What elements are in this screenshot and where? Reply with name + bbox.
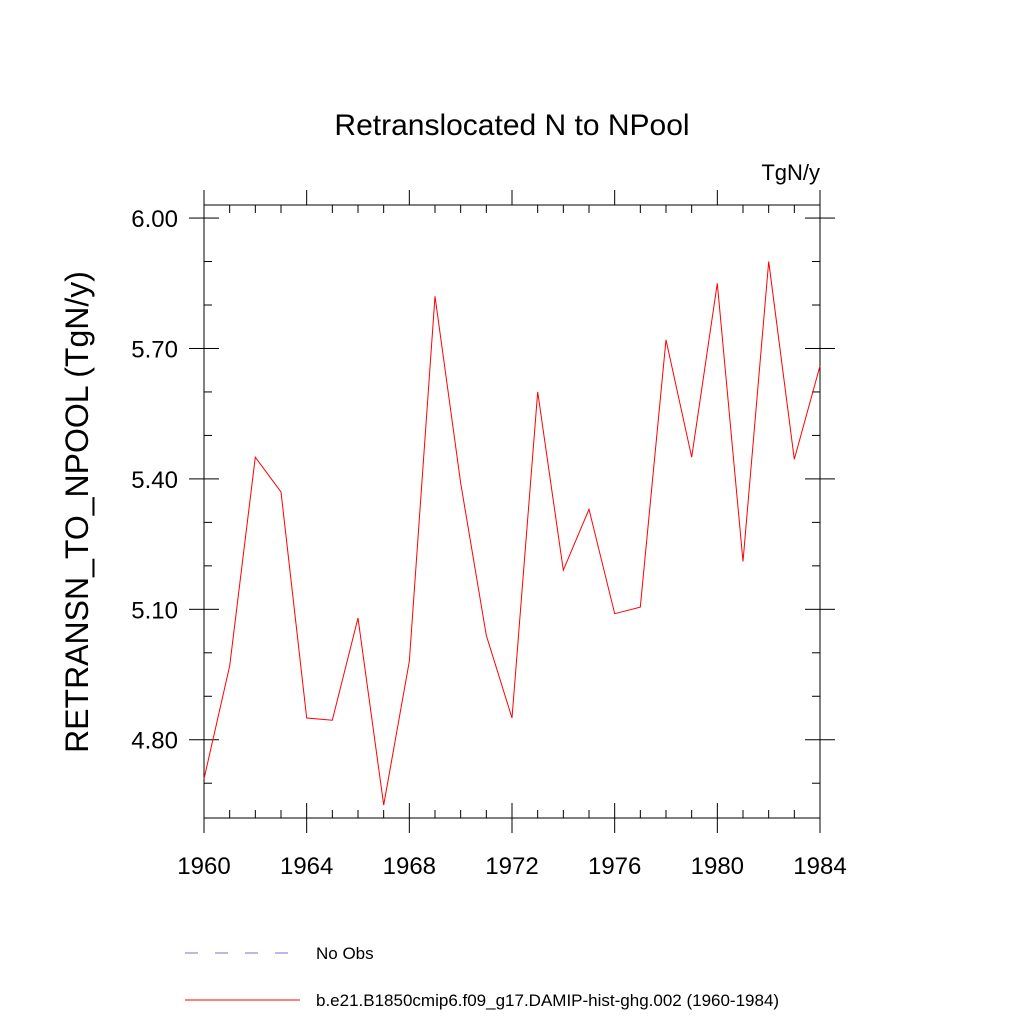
y-tick-label: 4.80: [131, 728, 178, 755]
legend-no-obs-label: No Obs: [316, 944, 374, 963]
y-tick-label: 5.10: [131, 597, 178, 624]
x-tick-label: 1968: [383, 853, 436, 880]
x-tick-label: 1960: [177, 853, 230, 880]
axis-tick-labels: 1960 1964 1968 1972 1976 1980 1984 4.80 5.10 5.40…: [131, 206, 846, 880]
units-label: TgN/y: [761, 160, 820, 185]
series-line: [203, 261, 821, 806]
y-tick-label: 5.70: [131, 336, 178, 363]
axis-ticks: [189, 190, 835, 833]
y-tick-label: 5.40: [131, 467, 178, 494]
chart-title: Retranslocated N to NPool: [334, 109, 689, 142]
y-axis-label: RETRANSN_TO_NPOOL (TgN/y): [59, 271, 95, 753]
plot-frame: [203, 204, 821, 819]
x-tick-label: 1972: [485, 853, 538, 880]
x-tick-label: 1980: [691, 853, 744, 880]
x-tick-label: 1964: [280, 853, 333, 880]
x-tick-label: 1976: [588, 853, 641, 880]
y-tick-label: 6.00: [131, 206, 178, 233]
x-tick-label: 1984: [793, 853, 846, 880]
series-group: [203, 261, 821, 806]
legend-series-label: b.e21.B1850cmip6.f09_g17.DAMIP-hist-ghg.…: [316, 991, 779, 1010]
legend: No Obs b.e21.B1850cmip6.f09_g17.DAMIP-hi…: [185, 944, 779, 1010]
